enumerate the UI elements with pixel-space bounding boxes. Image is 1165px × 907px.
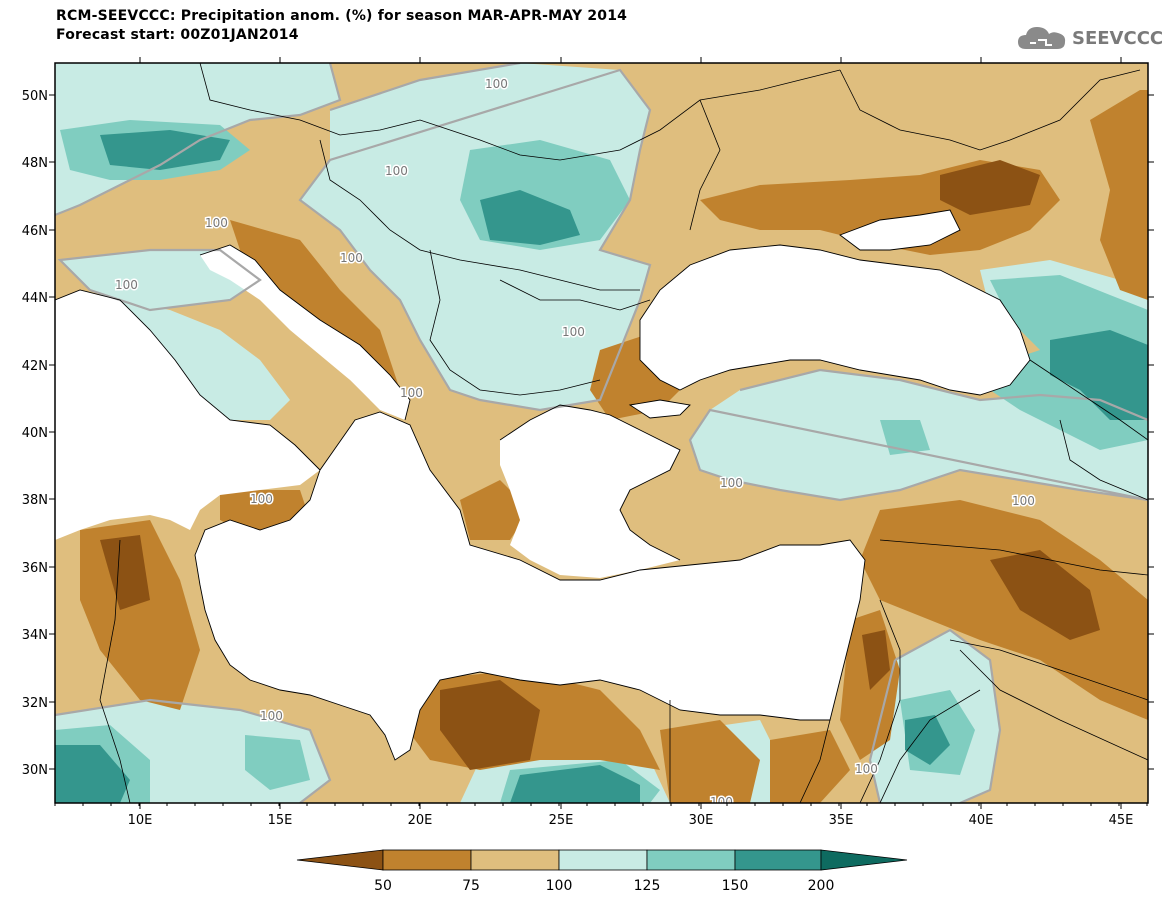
western-mediterranean [55,290,320,540]
fill-ukraine-dark [940,160,1040,215]
ionian-sea [195,412,865,760]
map-frame [54,62,1149,804]
lat-tick-label: 36N [22,561,48,576]
lon-tick-label: 35E [829,813,854,828]
contour-label: 100 [400,386,423,400]
fill-syria-iraq [860,500,1148,720]
contour-label: 100 [385,164,408,178]
contour-label: 100 [205,216,228,230]
lat-tick-label: 30N [22,763,48,778]
adriatic-sea [200,245,410,420]
contour-label: 100 [340,251,363,265]
fill-anatolia-spot [880,420,930,455]
lon-tick-label: 15E [268,813,293,828]
fill-syria-dark [990,550,1100,640]
fill-libya-dark [55,745,130,803]
forecast-start-label: Forecast start: 00Z01JAN2014 [56,27,299,43]
fill-egypt-north [660,720,760,803]
fill-russia-east [1090,90,1148,300]
lon-tick-label: 20E [408,813,433,828]
fill-levant-dark [862,630,890,690]
colorbar: 50 75 100 125 150 200 [296,849,908,894]
contour-label: 100 [115,278,138,292]
map-title: RCM-SEEVCCC: Precipitation anom. (%) for… [56,8,628,24]
colorbar-label: 125 [634,878,661,894]
fill-georgia-dark [1050,330,1148,420]
colorbar-segment-50-75 [382,849,472,871]
longitude-labels: 10E 15E 20E 25E 30E 35E 40E 45E [128,813,1134,828]
colorbar-label: 50 [374,878,392,894]
lat-tick-label: 40N [22,426,48,441]
lon-tick-label: 45E [1109,813,1134,828]
colorbar-segment-below-50 [296,849,384,871]
marmara-sea [630,400,690,418]
seevccc-logo: SEEVCCC [1016,20,1163,56]
lon-tick-label: 30E [689,813,714,828]
contour-label: 100 [710,795,733,809]
lat-tick-label: 42N [22,359,48,374]
contour-lines-100 [55,63,1148,803]
colorbar-segment-125-150 [646,849,736,871]
fill-egypt-dark [510,765,640,803]
lon-tick-label: 10E [128,813,153,828]
contour-label: 100 [562,325,585,339]
lon-tick-label: 25E [549,813,574,828]
contour-label: 100 [855,762,878,776]
lat-tick-label: 34N [22,628,48,643]
contour-label: 100 [485,77,508,91]
latitude-labels: 50N 48N 46N 44N 42N 40N 38N 36N 34N 32N … [22,89,48,778]
fill-sinai [770,730,850,803]
cloud-icon [1018,27,1066,49]
colorbar-label: 100 [546,878,573,894]
fill-jordan-dark [905,715,950,765]
lat-tick-label: 50N [22,89,48,104]
fill-italy-west [120,300,290,420]
contour-label: 100 [260,709,283,723]
anomaly-fills-below-50 [100,160,1100,770]
map-plot-area: 100 100 100 100 100 100 100 100 100 100 … [55,63,1148,809]
coastlines [55,209,1031,761]
logo-text: SEEVCCC [1072,27,1164,49]
fill-libya-dark-brown [440,680,540,770]
lat-tick-label: 32N [22,696,48,711]
lat-tick-label: 44N [22,291,48,306]
sea-areas [55,210,1030,760]
aegean-sea [500,405,680,578]
fill-austria-dark [100,130,230,170]
fill-tunisia-dark [100,535,150,610]
contour-label: 100 [1012,494,1035,508]
colorbar-segment-above-200 [820,849,908,871]
colorbar-label: 150 [722,878,749,894]
lat-tick-label: 46N [22,224,48,239]
contour-labels: 100 100 100 100 100 100 100 100 100 100 … [114,76,1037,809]
sea-of-azov [840,210,960,250]
lat-tick-label: 48N [22,156,48,171]
black-sea [640,245,1030,395]
fill-libya-central-mid [245,735,310,790]
anomaly-fills-150-200 [55,130,1148,803]
colorbar-label: 75 [462,878,480,894]
colorbar-segment-100-125 [558,849,648,871]
contour-label: 100 [720,476,743,490]
colorbar-segment-150-200 [734,849,822,871]
lon-tick-label: 40E [969,813,994,828]
country-borders [99,63,1148,803]
colorbar-segment-75-100 [470,849,560,871]
axis-ticks [49,57,1154,809]
fill-romania-dark [480,190,580,245]
lat-tick-label: 38N [22,493,48,508]
contour-label: 100 [250,492,273,506]
colorbar-label: 200 [808,878,835,894]
